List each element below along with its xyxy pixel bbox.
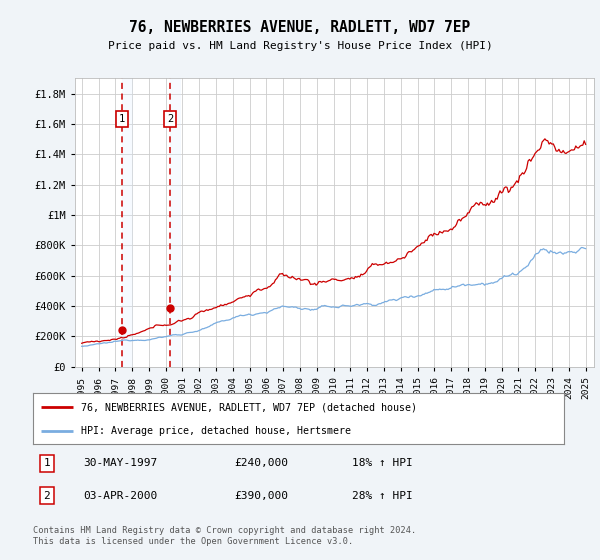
Text: £390,000: £390,000 <box>235 491 289 501</box>
Text: 18% ↑ HPI: 18% ↑ HPI <box>352 459 412 468</box>
Text: £240,000: £240,000 <box>235 459 289 468</box>
Text: 2: 2 <box>167 114 173 124</box>
Text: 30-MAY-1997: 30-MAY-1997 <box>83 459 158 468</box>
Text: 1: 1 <box>44 459 50 468</box>
Bar <box>170 78 181 367</box>
Text: 1: 1 <box>119 114 125 124</box>
Point <box>118 326 127 335</box>
Text: 2: 2 <box>44 491 50 501</box>
Text: HPI: Average price, detached house, Hertsmere: HPI: Average price, detached house, Hert… <box>81 426 351 436</box>
Point <box>165 303 175 312</box>
Text: Price paid vs. HM Land Registry's House Price Index (HPI): Price paid vs. HM Land Registry's House … <box>107 41 493 51</box>
Text: 03-APR-2000: 03-APR-2000 <box>83 491 158 501</box>
Text: 28% ↑ HPI: 28% ↑ HPI <box>352 491 412 501</box>
Text: 76, NEWBERRIES AVENUE, RADLETT, WD7 7EP: 76, NEWBERRIES AVENUE, RADLETT, WD7 7EP <box>130 20 470 35</box>
Text: 76, NEWBERRIES AVENUE, RADLETT, WD7 7EP (detached house): 76, NEWBERRIES AVENUE, RADLETT, WD7 7EP … <box>81 402 417 412</box>
Text: Contains HM Land Registry data © Crown copyright and database right 2024.
This d: Contains HM Land Registry data © Crown c… <box>33 526 416 546</box>
Bar <box>122 78 133 367</box>
